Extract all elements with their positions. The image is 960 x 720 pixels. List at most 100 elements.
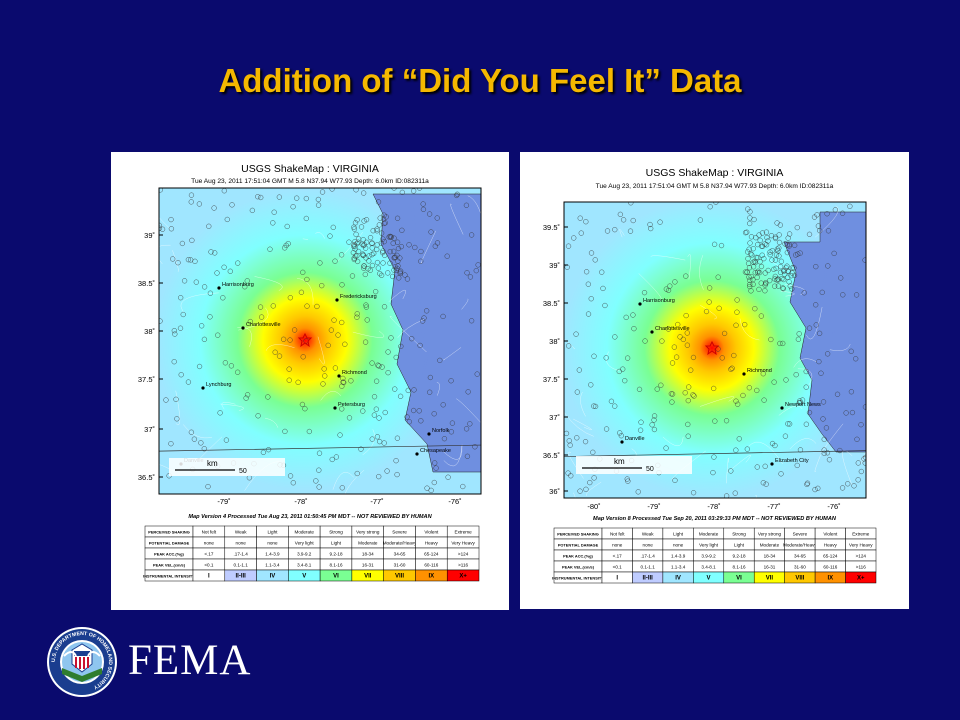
dyfi-response-marker [354, 240, 360, 247]
dyfi-response-marker [816, 358, 822, 365]
legend-cell-text: >124 [458, 552, 469, 557]
legend-cell [446, 569, 480, 582]
road-line [748, 441, 783, 465]
dyfi-response-marker [434, 215, 440, 221]
dyfi-response-marker [242, 284, 248, 290]
state-border [564, 450, 866, 457]
dyfi-response-marker [440, 313, 446, 320]
dyfi-response-marker [862, 460, 866, 466]
dyfi-response-marker [753, 235, 759, 241]
road-line [739, 318, 760, 341]
dyfi-response-marker [410, 188, 417, 194]
dyfi-response-marker [721, 330, 728, 337]
legend-cell-text: <.17 [613, 554, 623, 559]
city-dot [201, 386, 205, 390]
legend-row-label: INSTRUMENTAL INTENSITY [552, 576, 604, 581]
dyfi-response-marker [178, 372, 184, 378]
legend-row-label: PEAK VEL.(cm/s) [562, 565, 595, 570]
dyfi-response-marker [649, 422, 655, 428]
dyfi-response-marker [806, 409, 813, 416]
legend-cell-text: VIII [395, 574, 404, 580]
dyfi-response-marker [785, 235, 791, 241]
dyfi-response-marker [369, 436, 375, 442]
dyfi-response-marker [224, 216, 230, 223]
dyfi-response-marker [792, 242, 798, 248]
dyfi-response-marker [804, 480, 811, 486]
dyfi-response-marker [284, 223, 290, 230]
dyfi-response-marker [391, 267, 397, 273]
dyfi-response-marker [298, 289, 305, 295]
dyfi-response-marker [747, 240, 753, 246]
dyfi-response-marker [423, 308, 430, 314]
dyfi-response-marker [260, 449, 267, 456]
epicenter-star-icon [704, 340, 720, 356]
dyfi-response-marker [733, 447, 739, 453]
road-line [254, 276, 283, 291]
legend-cell-text: Very light [295, 541, 315, 546]
dyfi-response-marker [287, 337, 293, 343]
dyfi-response-marker [746, 265, 753, 271]
dyfi-response-marker [603, 355, 609, 361]
dyfi-response-marker [417, 342, 423, 349]
dyfi-response-marker [847, 203, 853, 209]
legend-cell-text: 60-116 [424, 563, 438, 568]
legend-cell-text: none [267, 541, 278, 546]
dhs-seal-logo: U.S. DEPARTMENT OF HOMELAND SECURITY [47, 627, 117, 697]
dyfi-response-marker [837, 447, 843, 454]
dyfi-response-marker [765, 238, 771, 244]
legend-row-label: PERCEIVED SHAKING [148, 530, 190, 535]
dyfi-response-marker [354, 311, 360, 317]
dyfi-response-marker [329, 456, 335, 463]
scale-unit: km [614, 457, 625, 466]
dyfi-response-marker [789, 286, 795, 292]
legend-cell-text: none [236, 541, 247, 546]
dyfi-response-marker [448, 429, 455, 435]
road-line [780, 291, 795, 297]
dyfi-response-marker [265, 447, 272, 453]
dyfi-response-marker [797, 447, 804, 453]
dyfi-response-marker [381, 220, 387, 227]
dyfi-response-marker [591, 475, 597, 481]
dyfi-response-marker [223, 437, 230, 443]
road-line [797, 368, 813, 389]
dyfi-response-marker [740, 392, 746, 399]
dyfi-response-marker [397, 268, 404, 274]
dyfi-response-marker [270, 303, 276, 309]
dyfi-response-marker [642, 338, 648, 344]
legend-cell-text: V [707, 576, 711, 582]
dyfi-response-marker [749, 252, 755, 258]
dyfi-response-marker [317, 260, 323, 266]
dyfi-response-marker [848, 348, 854, 354]
dyfi-response-marker [806, 231, 813, 237]
latitude-tick-label: 37˚ [549, 413, 560, 422]
dyfi-response-marker [811, 214, 818, 220]
dyfi-response-marker [685, 421, 691, 428]
road-line [662, 436, 684, 447]
dyfi-response-marker [758, 263, 765, 270]
legend-cell-text: VIII [795, 576, 804, 582]
road-line [320, 391, 342, 401]
dyfi-response-marker [625, 478, 631, 484]
dyfi-response-marker [747, 281, 753, 288]
dyfi-response-marker [295, 379, 301, 385]
dyfi-response-marker [360, 252, 366, 259]
dyfi-response-marker [445, 474, 451, 480]
state-border [159, 444, 481, 452]
dyfi-response-marker [316, 450, 323, 456]
latitude-tick-label: 36.5˚ [138, 473, 155, 482]
road-line [606, 351, 620, 371]
dyfi-response-marker [780, 286, 787, 292]
dyfi-response-marker [832, 207, 839, 213]
dyfi-response-marker [627, 228, 634, 234]
dyfi-response-marker [431, 479, 437, 486]
dyfi-response-marker [352, 220, 359, 226]
dyfi-response-marker [467, 421, 473, 427]
dyfi-response-marker [823, 425, 830, 431]
dyfi-response-marker [617, 430, 623, 436]
road-line [456, 398, 481, 424]
road-line [726, 457, 729, 484]
dyfi-response-marker [761, 255, 767, 262]
dyfi-response-marker [818, 370, 824, 376]
dyfi-response-marker [776, 245, 782, 251]
longitude-tick-label: -76˚ [827, 502, 840, 511]
